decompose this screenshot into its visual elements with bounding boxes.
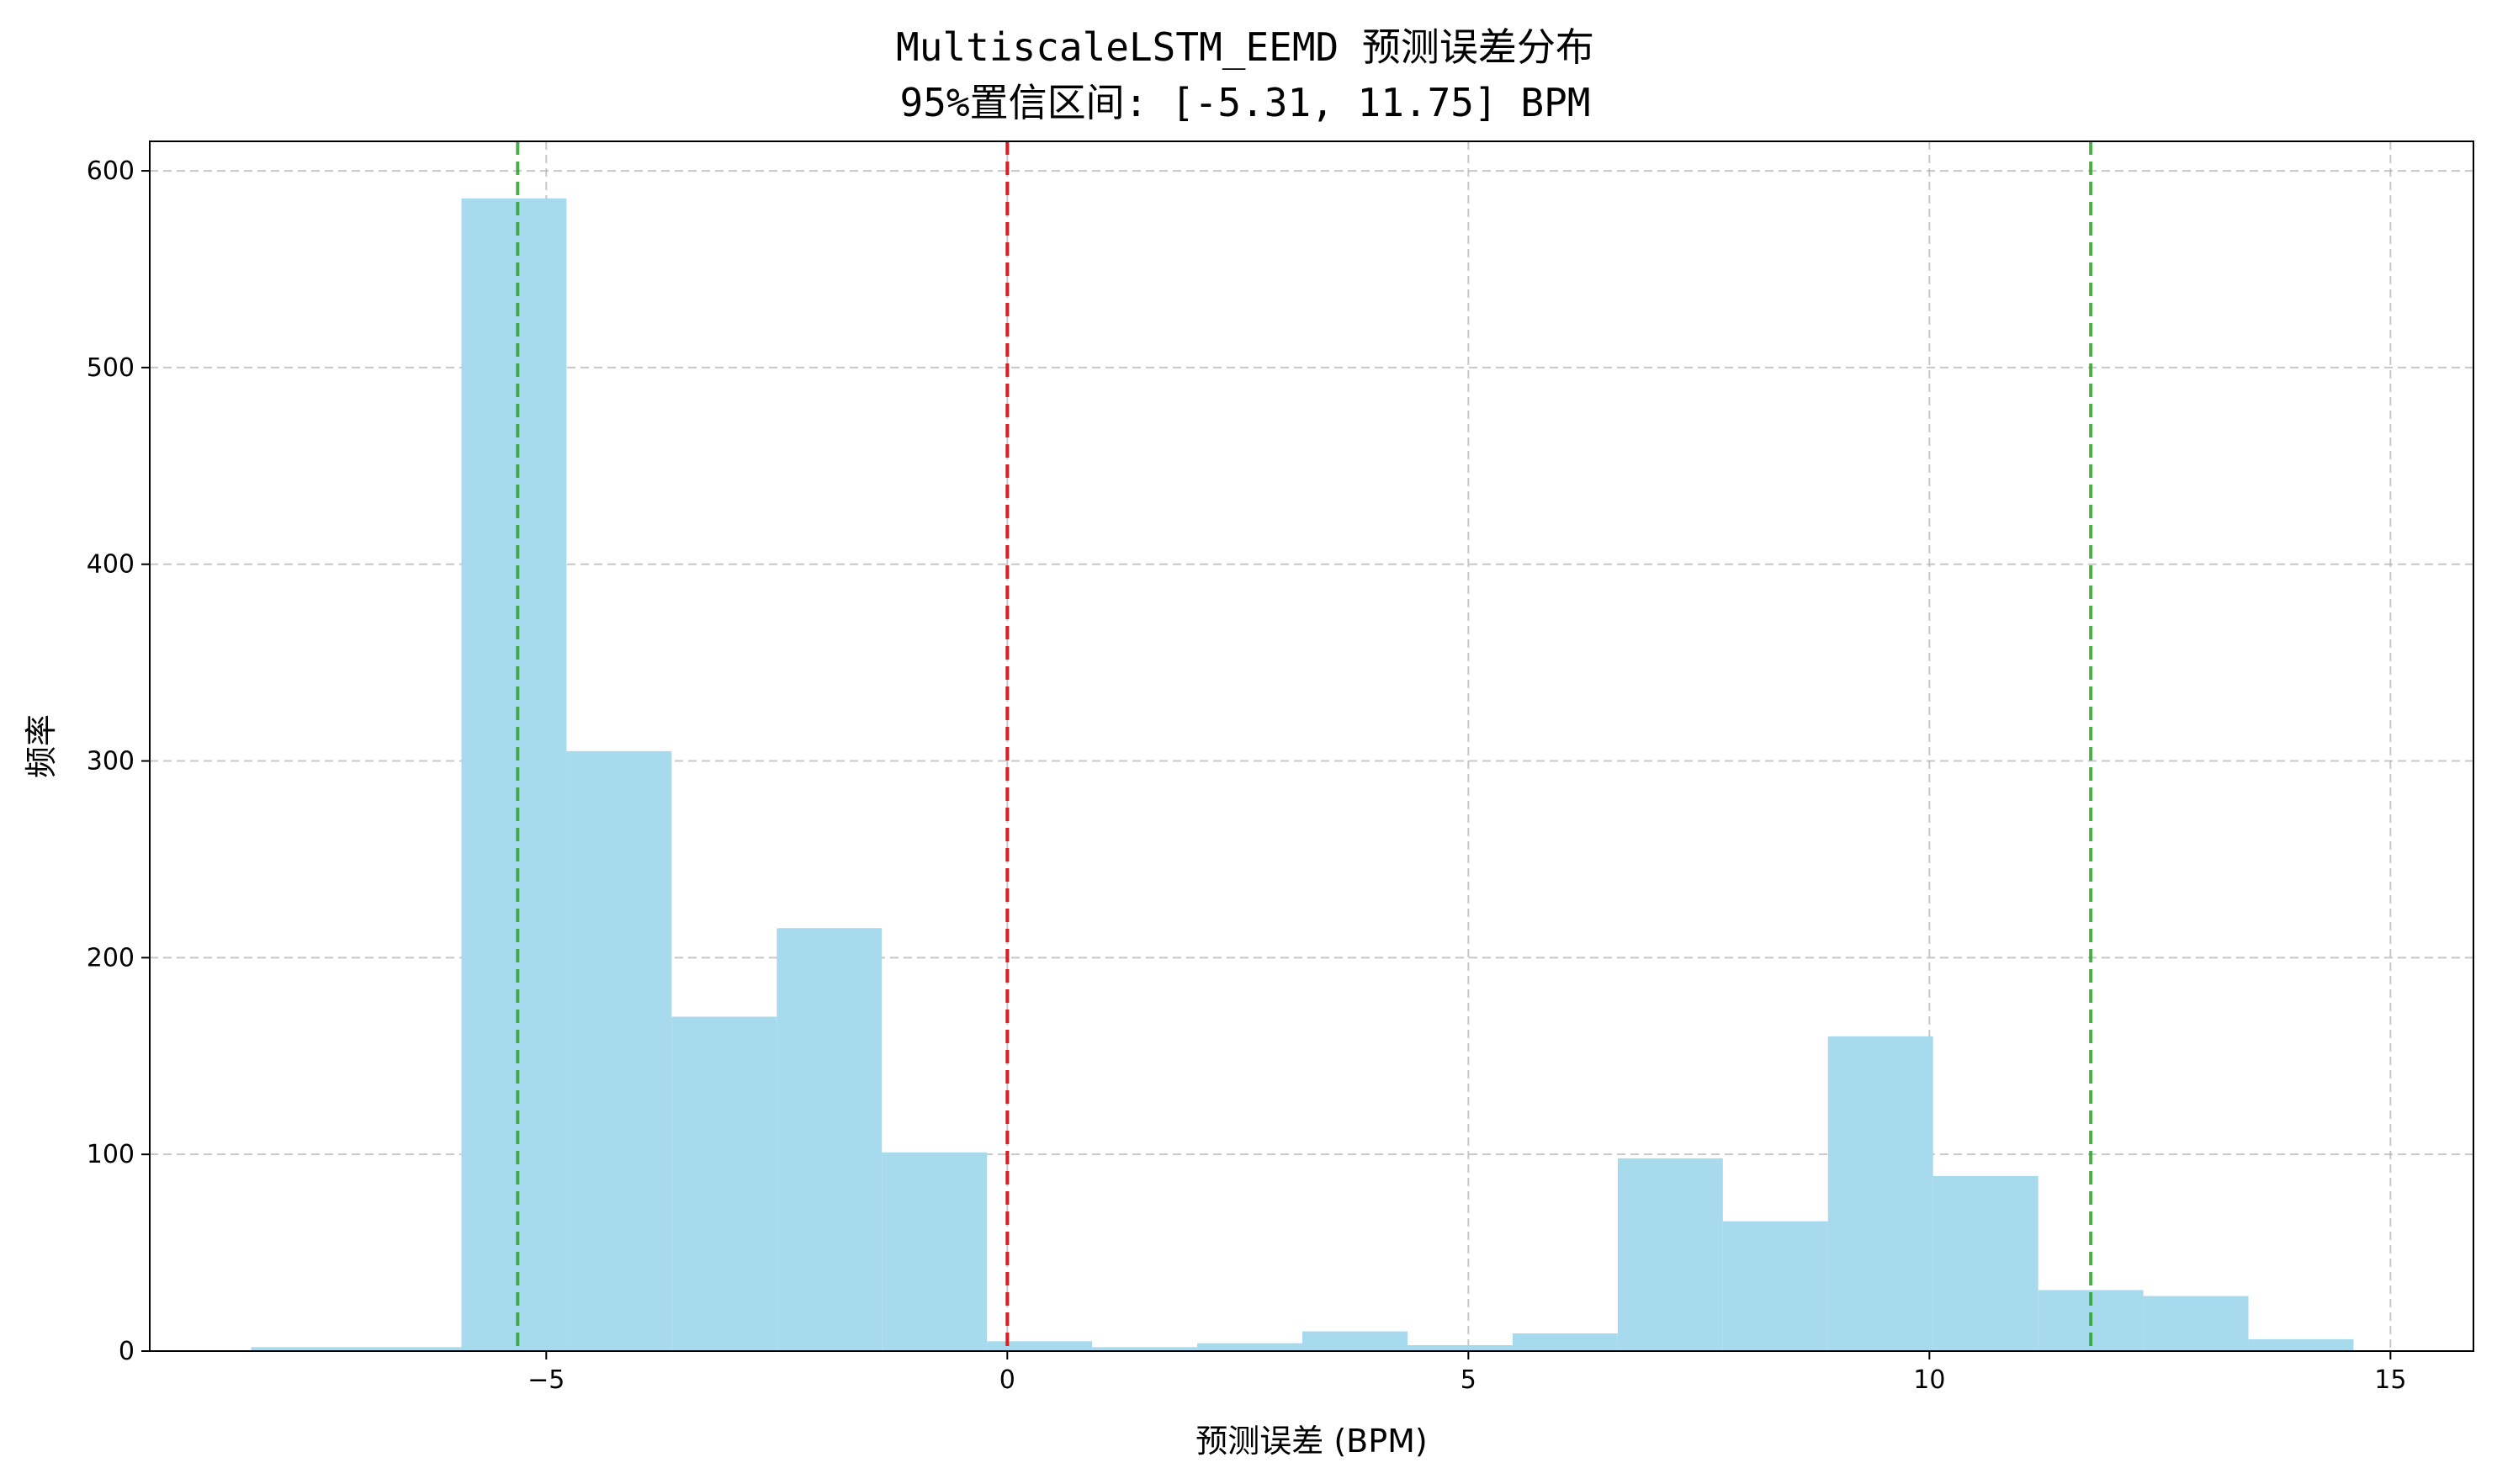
histogram-bar-7 bbox=[987, 1341, 1093, 1351]
chart-subtitle: 95%置信区间: [-5.31, 11.75] BPM bbox=[900, 80, 1591, 125]
x-tick-label-0: −5 bbox=[527, 1365, 565, 1395]
x-axis-label: 预测误差 (BPM) bbox=[1195, 1423, 1428, 1460]
histogram-bar-5 bbox=[777, 928, 883, 1351]
histogram-bar-13 bbox=[1617, 1158, 1723, 1351]
x-tick-label-1: 0 bbox=[999, 1365, 1015, 1395]
y-tick-label-1: 100 bbox=[87, 1140, 135, 1169]
histogram-bar-12 bbox=[1512, 1333, 1618, 1351]
histogram-bar-8 bbox=[1092, 1347, 1198, 1351]
y-tick-label-0: 0 bbox=[119, 1337, 135, 1366]
x-axis-ticks: −5 0 5 10 15 bbox=[527, 1351, 2406, 1395]
histogram-bar-10 bbox=[1302, 1331, 1408, 1351]
x-tick-label-3: 10 bbox=[1913, 1365, 1945, 1395]
chart-title: MultiscaleLSTM_EEMD 预测误差分布 bbox=[896, 24, 1594, 70]
y-tick-label-2: 200 bbox=[87, 943, 135, 973]
y-tick-label-5: 500 bbox=[87, 353, 135, 383]
histogram-bar-18 bbox=[2143, 1296, 2249, 1351]
y-axis-ticks: 0 100 200 300 400 500 600 bbox=[87, 156, 150, 1366]
histogram-bar-9 bbox=[1197, 1343, 1303, 1351]
histogram-bar-6 bbox=[882, 1152, 988, 1351]
histogram-bar-14 bbox=[1722, 1221, 1828, 1351]
y-tick-label-4: 400 bbox=[87, 550, 135, 580]
histogram-bar-19 bbox=[2248, 1338, 2354, 1351]
histogram-bar-15 bbox=[1827, 1036, 1933, 1351]
x-tick-label-2: 5 bbox=[1461, 1365, 1476, 1395]
y-axis-label: 频率 bbox=[23, 714, 60, 778]
histogram-bar-1 bbox=[356, 1347, 462, 1351]
histogram-bar-3 bbox=[566, 750, 672, 1351]
histogram-bar-2 bbox=[461, 198, 567, 1352]
plot-area-frame bbox=[149, 140, 2474, 1352]
histogram-bar-16 bbox=[1932, 1175, 2038, 1351]
histogram-bar-4 bbox=[671, 1016, 777, 1351]
histogram-bars bbox=[251, 198, 2354, 1352]
x-tick-label-4: 15 bbox=[2374, 1365, 2406, 1395]
histogram-bar-0 bbox=[251, 1347, 357, 1351]
y-tick-label-3: 300 bbox=[87, 747, 135, 776]
y-tick-label-6: 600 bbox=[87, 156, 135, 186]
histogram-bar-11 bbox=[1407, 1344, 1513, 1351]
